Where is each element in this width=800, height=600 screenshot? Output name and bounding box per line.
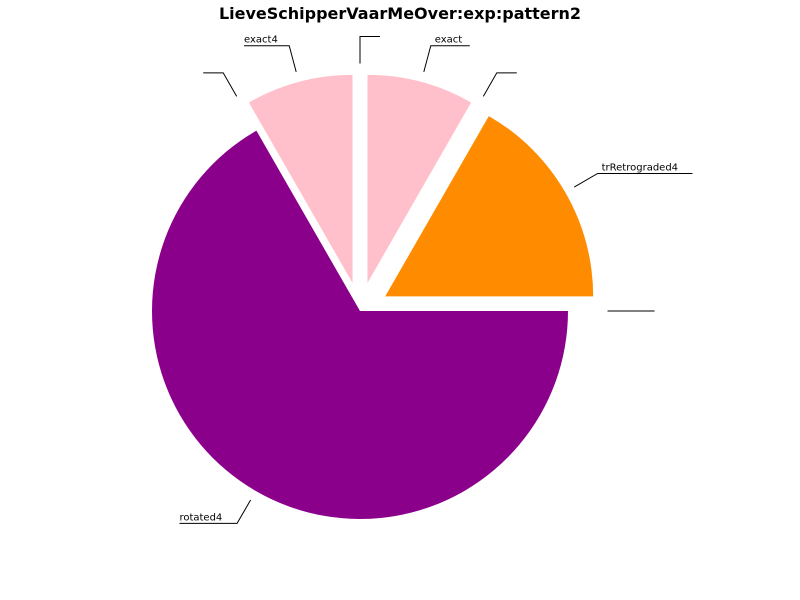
leader-line-5: [203, 72, 238, 97]
slice-label-exact4: exact4: [244, 35, 278, 46]
leader-line-rotated4: [179, 499, 252, 524]
leader-line-trRetrograded4: [573, 172, 693, 188]
pie-slice-trRetrograded4: [385, 116, 594, 297]
leader-line-1: [482, 72, 517, 97]
chart-title: LieveSchipperVaarMeOver:exp:pattern2: [219, 4, 581, 23]
slice-label-trRetrograded4: trRetrograded4: [602, 162, 678, 173]
labels-layer: trRetrograded4 exact exact4 rotated4: [179, 35, 693, 524]
slice-label-rotated4: rotated4: [179, 512, 222, 523]
leader-line-3: [359, 35, 380, 64]
pie-slice-exact4: [248, 74, 353, 283]
slice-label-exact: exact: [435, 35, 463, 46]
pie-slice-rotated4: [152, 130, 568, 519]
leader-line-exact4: [244, 45, 297, 72]
pie-slice-exact: [367, 74, 472, 283]
slices-layer: [152, 74, 594, 519]
leader-line-exact: [423, 45, 470, 72]
